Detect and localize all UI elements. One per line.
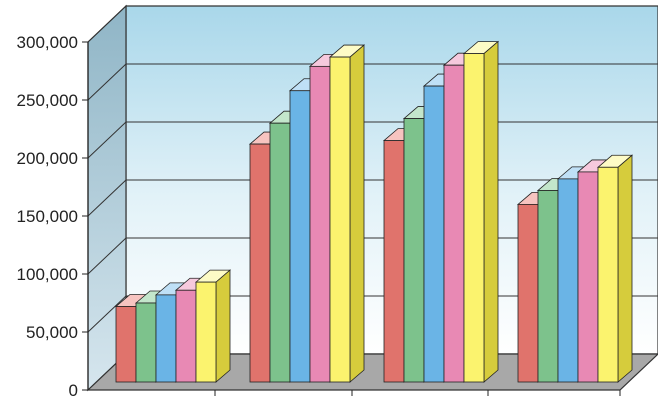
gridline-side xyxy=(87,5,127,43)
bar-side xyxy=(349,44,365,383)
bar xyxy=(403,118,425,383)
y-tick-label: 150,000 xyxy=(17,207,78,226)
y-tick-label: 250,000 xyxy=(17,91,78,110)
bar-side xyxy=(215,269,231,383)
bar-group xyxy=(382,40,500,383)
bar xyxy=(597,166,619,383)
bar xyxy=(577,171,599,383)
bar xyxy=(329,56,351,383)
y-tick-label: 0 xyxy=(69,381,78,396)
bar-group xyxy=(114,269,232,383)
bar-group xyxy=(248,44,366,383)
gridline-side xyxy=(87,121,127,159)
bar xyxy=(517,203,539,383)
bar xyxy=(463,53,485,383)
bar xyxy=(383,140,405,383)
bar xyxy=(289,90,311,383)
gridline-side xyxy=(87,295,127,333)
bar-side xyxy=(483,40,499,383)
gridline-side xyxy=(87,63,127,101)
bar xyxy=(155,294,177,383)
bar xyxy=(115,306,137,383)
bar xyxy=(135,302,157,383)
y-tick-label: 50,000 xyxy=(26,323,78,342)
bar xyxy=(557,178,579,383)
bar xyxy=(195,281,217,383)
y-tick-label: 300,000 xyxy=(17,33,78,52)
bar-clusters xyxy=(114,40,634,383)
bar-side xyxy=(617,154,633,383)
floor xyxy=(86,353,658,391)
bar xyxy=(443,64,465,383)
bar xyxy=(269,122,291,383)
bar xyxy=(175,289,197,383)
y-tick-label: 100,000 xyxy=(17,265,78,284)
y-axis: 0 50,000 100,000 150,000 200,000 250,000 300,0… xyxy=(17,33,621,396)
y-tick-label: 200,000 xyxy=(17,149,78,168)
bar xyxy=(423,85,445,383)
gridline-side xyxy=(87,179,127,217)
bar xyxy=(537,190,559,383)
gridline-side xyxy=(87,237,127,275)
bar-group xyxy=(516,154,634,383)
bar xyxy=(309,65,331,383)
bar xyxy=(249,143,271,383)
